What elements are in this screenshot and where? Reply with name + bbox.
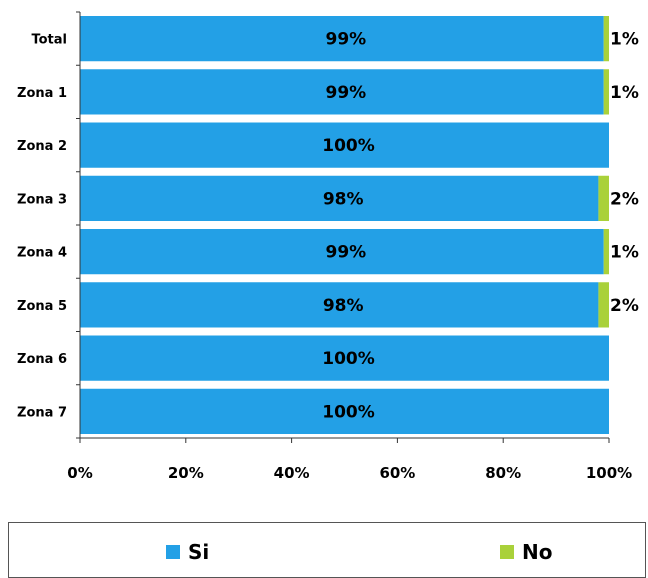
data-label-si: 98%	[323, 296, 364, 316]
bar-si-total	[80, 16, 604, 62]
data-label-si: 99%	[326, 243, 367, 263]
bar-no-zona-5	[598, 282, 609, 328]
data-label-si: 100%	[322, 136, 375, 156]
x-tick-label: 60%	[379, 464, 415, 482]
data-label-si: 98%	[323, 189, 364, 209]
x-tick-label: 80%	[485, 464, 521, 482]
category-label: Zona 2	[17, 139, 67, 154]
data-label-si: 100%	[322, 402, 375, 422]
bar-no-zona-4	[603, 229, 609, 275]
data-label-no: 1%	[610, 30, 639, 50]
bar-no-zona-3	[598, 175, 609, 221]
data-label-no: 2%	[610, 189, 639, 209]
x-tick-label: 40%	[274, 464, 310, 482]
legend-label-si: Si	[188, 540, 210, 564]
category-label: Zona 3	[17, 192, 67, 207]
bar-no-zona-1	[603, 69, 609, 115]
data-label-si: 99%	[326, 83, 367, 103]
category-label: Zona 5	[17, 299, 67, 314]
x-tick-label: 100%	[586, 464, 632, 482]
legend-swatch-no	[500, 545, 514, 559]
bar-si-zona-7	[80, 388, 609, 434]
bar-no-total	[603, 16, 609, 62]
bar-si-zona-2	[80, 122, 609, 168]
data-label-si: 100%	[322, 349, 375, 369]
data-label-no: 2%	[610, 296, 639, 316]
bar-si-zona-4	[80, 229, 604, 275]
x-tick-label: 0%	[67, 464, 92, 482]
legend: Si No	[8, 522, 646, 578]
bar-si-zona-5	[80, 282, 599, 328]
category-label: Zona 1	[17, 86, 67, 101]
bar-si-zona-1	[80, 69, 604, 115]
stacked-bar-chart: 0% 20% 40% 60% 80% 100% 99% 1% Total 99% 1% Zona 1…	[17, 11, 639, 482]
bar-si-zona-6	[80, 335, 609, 381]
category-label: Zona 6	[17, 352, 67, 367]
legend-swatch-si	[166, 545, 180, 559]
x-tick-label: 20%	[168, 464, 204, 482]
category-label: Zona 4	[17, 246, 67, 261]
legend-item-si: Si	[166, 540, 209, 564]
legend-item-no: No	[500, 540, 552, 564]
labels-layer: 99% 1% Total 99% 1% Zona 1 100% Zona 2 98% 2% Zona…	[17, 30, 639, 423]
axis-layer: 0% 20% 40% 60% 80% 100%	[67, 11, 632, 482]
data-label-si: 99%	[326, 30, 367, 50]
bar-si-zona-3	[80, 175, 599, 221]
category-label: Zona 7	[17, 405, 67, 420]
bars-layer	[80, 16, 609, 434]
data-label-no: 1%	[610, 83, 639, 103]
legend-label-no: No	[522, 540, 553, 564]
category-label: Total	[31, 33, 67, 48]
data-label-no: 1%	[610, 243, 639, 263]
